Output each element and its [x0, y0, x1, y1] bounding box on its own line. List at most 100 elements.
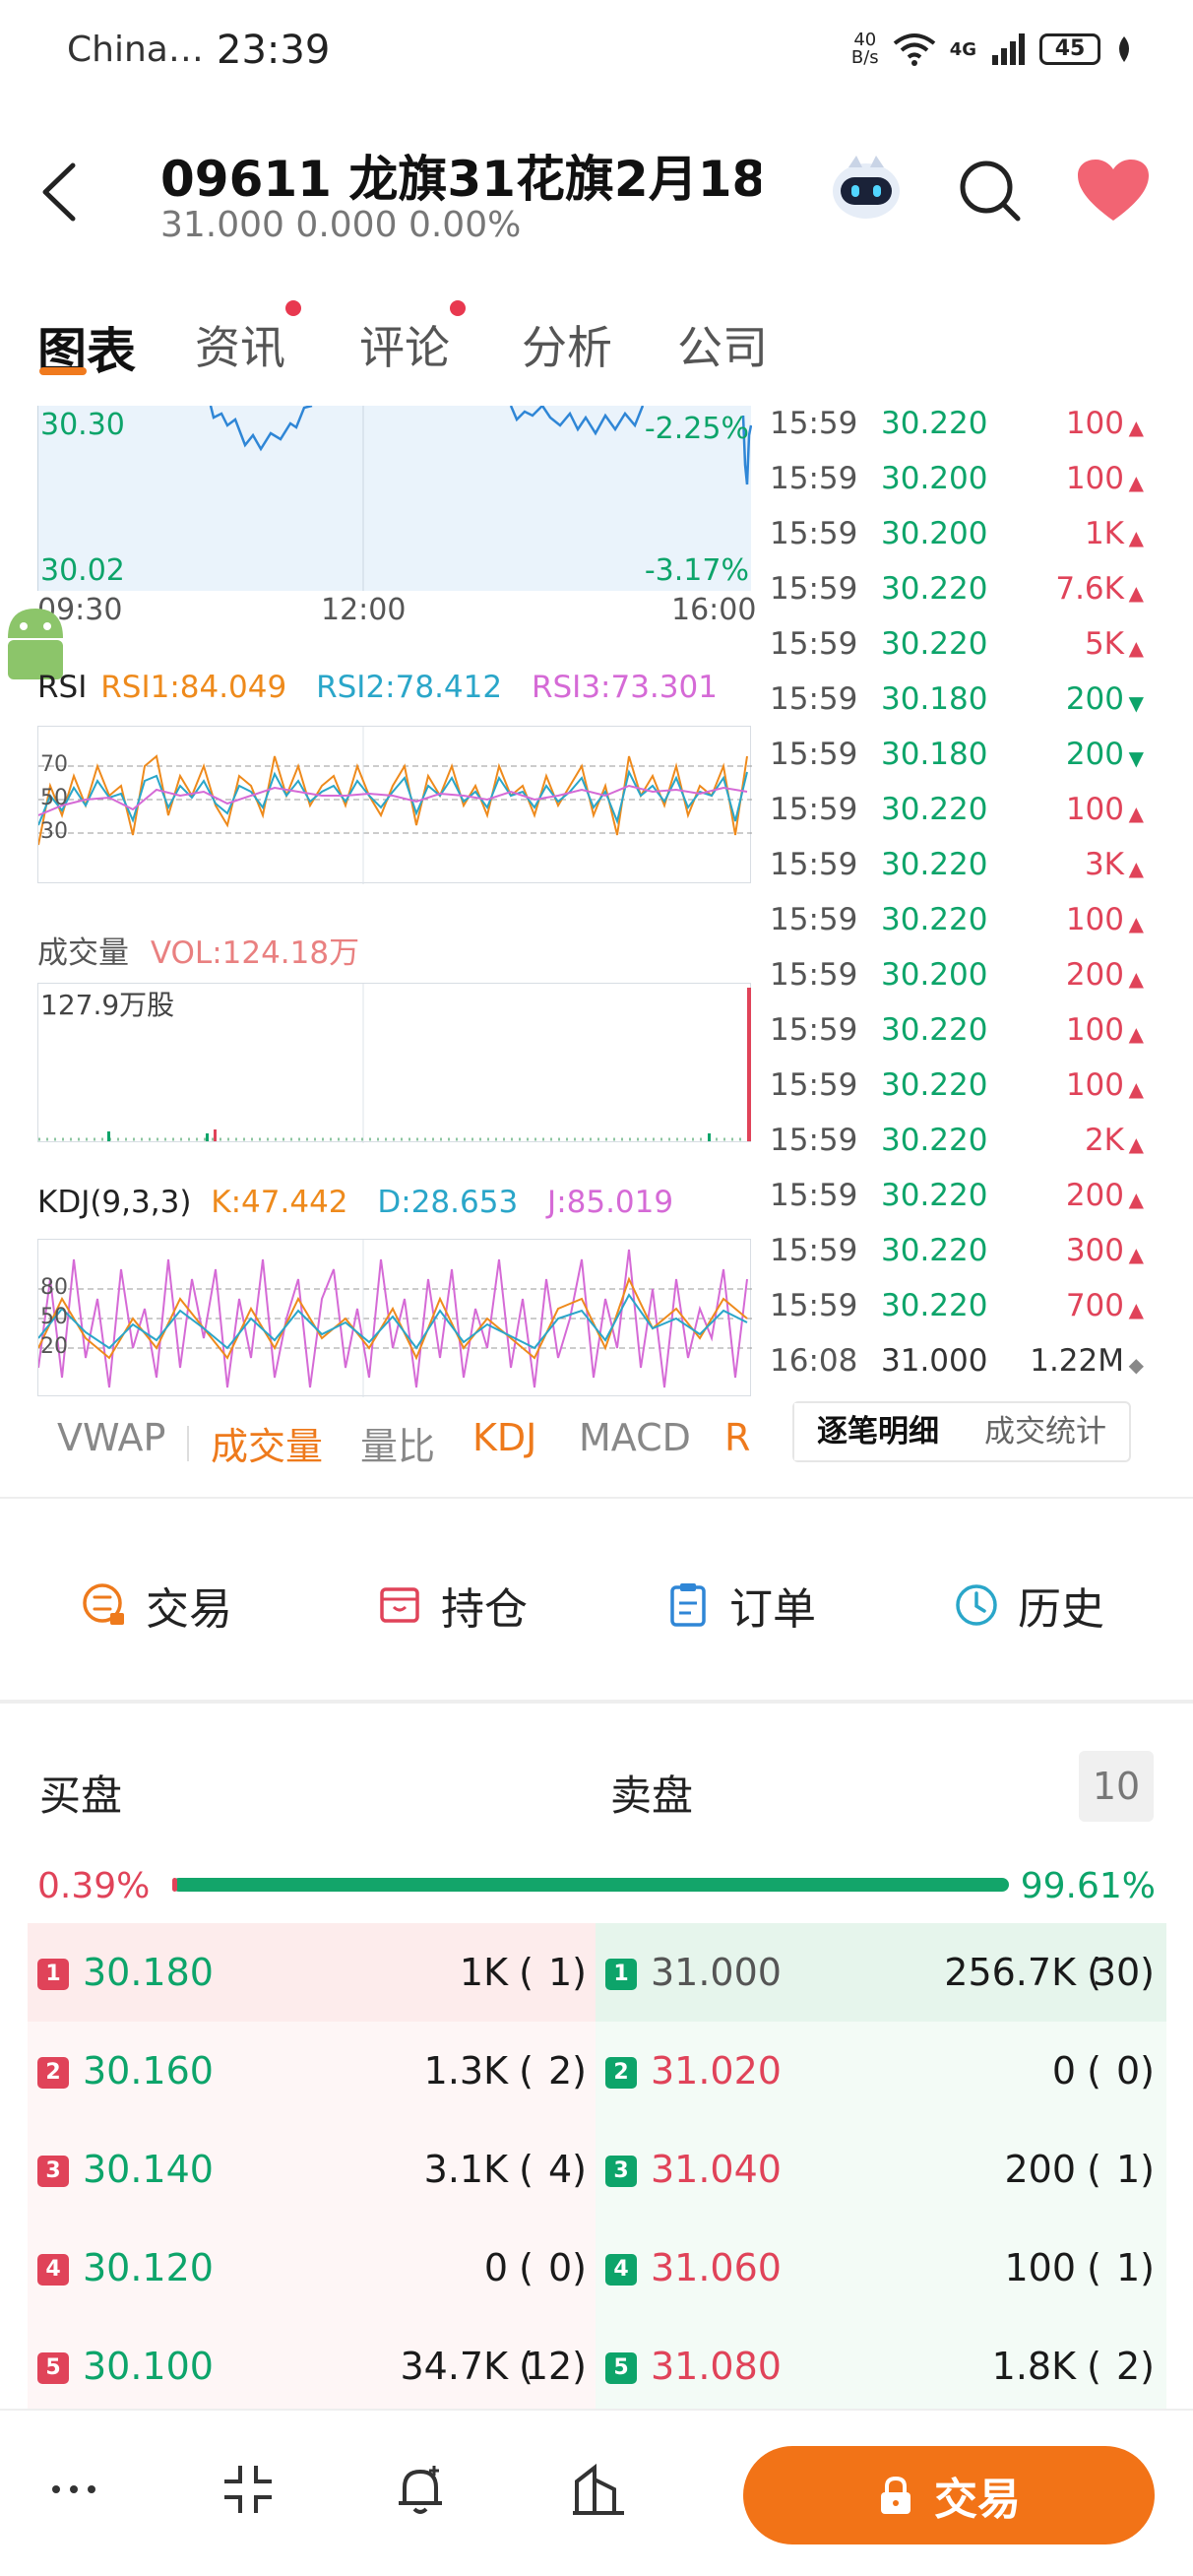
trade-price: 30.220: [881, 626, 988, 662]
trade-volume: 100: [1065, 1067, 1124, 1103]
trade-row: 15:59 30.180 200 ▼: [770, 681, 1144, 737]
volume-panel[interactable]: 127.9万股: [37, 983, 752, 1143]
trade-price: 30.220: [881, 792, 988, 827]
volume-max-label: 127.9万股: [40, 989, 175, 1021]
trade-time: 15:59: [770, 1067, 858, 1103]
trade-button[interactable]: 交易: [743, 2446, 1155, 2544]
indicator-tabs: VWAP 成交量 量比 KDJ MACD R: [0, 1398, 751, 1477]
ask-level-row[interactable]: 2 31.020 0(0): [596, 2022, 1166, 2120]
net-speed: 40 B/s: [851, 32, 879, 67]
indicator-tab-volume[interactable]: 成交量: [211, 1425, 324, 1468]
compare-icon[interactable]: [569, 2460, 628, 2519]
more-icon[interactable]: [44, 2460, 103, 2519]
level-paren-open: (: [519, 1951, 534, 1994]
trade-price: 30.220: [881, 406, 988, 441]
tab-tick-detail[interactable]: 逐笔明细: [794, 1403, 962, 1460]
ask-level-row[interactable]: 5 31.080 1.8K (2): [596, 2317, 1166, 2415]
wifi-icon: [893, 33, 935, 66]
tab-trade-stats[interactable]: 成交统计: [984, 1414, 1106, 1449]
level-price: 31.060: [651, 2246, 782, 2289]
order-count-value: 2: [1115, 2345, 1141, 2388]
indicator-tab-macd[interactable]: MACD: [579, 1416, 691, 1459]
network-type: 4G: [949, 38, 976, 60]
trade-icon: [83, 1583, 124, 1625]
trade-row: 15:59 30.200 1K ▲: [770, 516, 1144, 571]
indicator-tab-vwap[interactable]: VWAP: [57, 1416, 166, 1459]
floating-android-icon[interactable]: [0, 599, 71, 687]
time-mid-label: 12:00: [321, 593, 407, 627]
ask-level-row[interactable]: 4 31.060 100 (1): [596, 2219, 1166, 2317]
tab-analysis[interactable]: 分析: [522, 321, 612, 374]
bid-side: 1 30.180 1K(1) 2 30.160 1.3K(2) 3 30.140 3.1K(4)…: [28, 1923, 598, 2415]
robot-assistant-icon[interactable]: [827, 148, 906, 226]
trade-time: 15:59: [770, 516, 858, 551]
trade-direction-icon: ▲: [1128, 1243, 1144, 1266]
level-price: 31.080: [651, 2345, 782, 2388]
back-icon[interactable]: [30, 158, 89, 226]
trade-direction-icon: ◆: [1128, 1353, 1144, 1377]
bid-level-row[interactable]: 2 30.160 1.3K(2): [28, 2022, 598, 2120]
position-icon: [380, 1587, 419, 1623]
bid-level-row[interactable]: 3 30.140 3.1K (4): [28, 2120, 598, 2219]
rsi-level-70: 70: [40, 752, 68, 777]
heart-icon[interactable]: [1076, 158, 1151, 225]
order-action[interactable]: 订单: [664, 1556, 816, 1654]
tab-comments[interactable]: 评论: [359, 321, 450, 374]
trade-direction-icon: ▲: [1128, 802, 1144, 825]
trade-row: 15:59 30.220 300 ▲: [770, 1233, 1144, 1288]
intraday-price-chart[interactable]: 30.30 30.02 -2.25% -3.17%: [37, 406, 752, 591]
level-order-count: 30): [1092, 1951, 1155, 1994]
level-quantity: 0: [483, 2246, 508, 2289]
indicator-tab-kdj[interactable]: KDJ: [472, 1416, 537, 1459]
trade-row: 15:59 30.220 5K ▲: [770, 626, 1144, 681]
tab-news[interactable]: 资讯: [195, 321, 285, 374]
battery-icon: 45: [1039, 33, 1100, 65]
bid-level-row[interactable]: 5 30.100 34.7K (12): [28, 2317, 598, 2415]
trade-time: 15:59: [770, 1123, 858, 1158]
volume-bars: [38, 984, 752, 1143]
bid-level-row[interactable]: 1 30.180 1K (1): [28, 1923, 598, 2022]
history-action[interactable]: 历史: [953, 1556, 1104, 1654]
level-quantity: 0: [1051, 2049, 1076, 2093]
stock-title: 09611 龙旗31花旗2月18…: [160, 151, 761, 208]
trade-volume: 100: [1065, 1012, 1124, 1048]
kdj-level-50: 50: [40, 1305, 68, 1329]
order-count-value: 0: [547, 2246, 573, 2289]
level-quantity: 1K: [459, 1951, 508, 1994]
price-alert-icon[interactable]: [391, 2460, 450, 2519]
kdj-header: KDJ(9,3,3) K:47.442 D:28.653 J:85.019: [37, 1185, 673, 1220]
tab-company[interactable]: 公司: [677, 321, 768, 374]
bid-level-row[interactable]: 4 30.120 0 (0): [28, 2219, 598, 2317]
price-low-label: 30.02: [40, 553, 125, 588]
price-change-pct: 0.00%: [408, 205, 522, 245]
kdj-panel[interactable]: 80 50 20: [37, 1239, 752, 1397]
time-end-label: 16:00: [671, 593, 757, 627]
stock-quote: 31.000 0.000 0.00%: [160, 205, 521, 245]
trade-volume: 100: [1065, 902, 1124, 937]
trade-price: 30.180: [881, 737, 988, 772]
indicator-tab-volume-ratio[interactable]: 量比: [360, 1425, 436, 1468]
depth-levels-button[interactable]: 10: [1079, 1751, 1154, 1822]
position-action[interactable]: 持仓: [376, 1556, 528, 1654]
level-badge: 5: [37, 2352, 69, 2384]
rsi-panel[interactable]: 70 50 30: [37, 726, 752, 884]
level-quantity: 256.7K: [944, 1951, 1076, 1994]
trade-volume: 100: [1065, 406, 1124, 441]
trade-time: 15:59: [770, 571, 858, 607]
trade-action[interactable]: 交易: [81, 1556, 232, 1654]
trade-volume: 3K: [1084, 847, 1124, 882]
level-price: 31.040: [651, 2148, 782, 2191]
level-paren-open: (: [1087, 2345, 1101, 2388]
trade-time: 15:59: [770, 847, 858, 882]
history-icon: [956, 1584, 997, 1626]
indicator-tab-rsi[interactable]: R: [724, 1416, 751, 1459]
trade-row: 15:59 30.200 200 ▲: [770, 957, 1144, 1012]
bid-ratio-fill: [172, 1878, 178, 1892]
search-icon[interactable]: [955, 156, 1024, 225]
ask-level-row[interactable]: 3 31.040 200 (1): [596, 2120, 1166, 2219]
ask-level-row[interactable]: 1 31.000 256.7K (30): [596, 1923, 1166, 2022]
collapse-icon[interactable]: [219, 2460, 278, 2519]
level-quantity: 1.3K: [423, 2049, 508, 2093]
trade-direction-icon: ▲: [1128, 416, 1144, 439]
trade-time: 15:59: [770, 792, 858, 827]
